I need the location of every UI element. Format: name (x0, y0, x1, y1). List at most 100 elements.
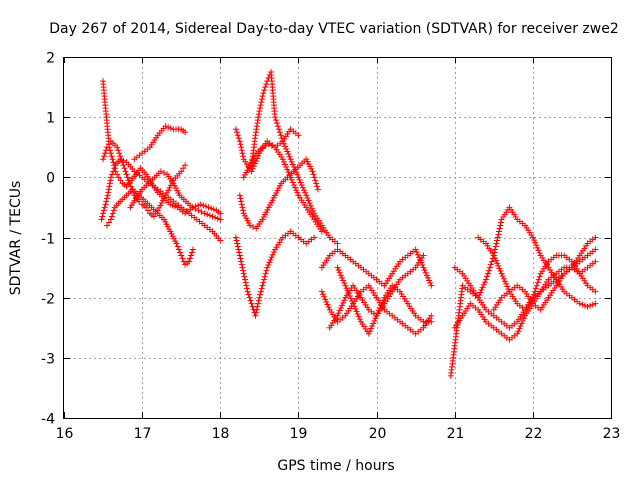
point-a2 (100, 210, 107, 217)
point-b3 (238, 147, 245, 154)
chart-title: Day 267 of 2014, Sidereal Day-to-day VTE… (49, 21, 619, 37)
point-b5 (279, 156, 286, 163)
point-b4 (246, 222, 253, 229)
point-d4 (494, 260, 501, 267)
point-c4 (374, 310, 381, 317)
point-b1 (259, 93, 266, 100)
point-c4 (343, 285, 350, 292)
point-d4 (531, 288, 538, 295)
points-layer (98, 69, 599, 379)
point-c4 (372, 315, 379, 322)
point-a3 (143, 204, 150, 211)
point-b5 (280, 158, 287, 165)
point-b2 (252, 312, 259, 319)
point-c4 (335, 267, 342, 274)
point-d1 (487, 261, 494, 268)
point-c4 (338, 274, 345, 281)
point-a4 (103, 222, 110, 229)
point-b2 (311, 234, 318, 241)
point-a3 (117, 153, 124, 160)
point-a3 (122, 168, 129, 175)
point-b1 (271, 114, 278, 121)
point-b4 (311, 174, 318, 181)
x-tick-label: 23 (603, 426, 621, 442)
point-d1 (495, 231, 502, 238)
point-a4 (180, 258, 187, 265)
point-c4 (336, 269, 343, 276)
point-a2 (102, 201, 109, 208)
point-a4 (177, 249, 184, 256)
point-a2 (98, 216, 105, 223)
point-c3 (340, 299, 347, 306)
point-b2 (238, 258, 245, 265)
point-c1 (414, 251, 421, 258)
point-a4 (107, 216, 114, 223)
point-b2 (257, 288, 264, 295)
point-a6 (195, 207, 202, 214)
point-b1 (283, 145, 290, 152)
point-d1 (587, 302, 594, 309)
point-a1 (107, 150, 114, 157)
x-tick-label: 20 (369, 426, 387, 442)
point-b2 (261, 276, 268, 283)
point-d1 (482, 276, 489, 283)
point-d1 (481, 279, 488, 286)
point-d1 (495, 228, 502, 235)
point-c4 (346, 292, 353, 299)
point-a2 (101, 204, 108, 211)
x-tick-label: 17 (134, 426, 152, 442)
point-b1 (296, 176, 303, 183)
point-d4 (592, 288, 599, 295)
point-d1 (485, 267, 492, 274)
point-a5 (182, 129, 189, 136)
point-b4 (314, 186, 321, 193)
y-tick-label: 2 (46, 51, 55, 67)
point-d1 (536, 249, 543, 256)
point-a3 (127, 183, 134, 190)
point-d1 (480, 281, 487, 288)
point-d1 (496, 225, 503, 232)
point-b1 (273, 120, 280, 127)
point-b1 (304, 194, 311, 201)
point-d1 (576, 300, 583, 307)
point-b1 (295, 174, 302, 181)
point-d4 (497, 268, 504, 275)
point-a3 (101, 153, 108, 160)
point-b1 (262, 84, 269, 91)
point-c2 (323, 298, 330, 305)
point-a2 (106, 183, 113, 190)
point-b5 (293, 187, 300, 194)
point-d3 (515, 328, 522, 335)
point-b2 (240, 267, 247, 274)
point-b2 (258, 285, 265, 292)
point-d1 (478, 286, 485, 293)
point-b2 (255, 300, 262, 307)
y-tick-label: 0 (46, 171, 55, 187)
point-a3 (182, 162, 189, 169)
point-a6 (212, 214, 219, 221)
point-b1 (289, 161, 296, 168)
point-b1 (275, 126, 282, 133)
point-c4 (341, 280, 348, 287)
point-c2 (318, 288, 325, 295)
point-b5 (292, 184, 299, 191)
point-b1 (257, 102, 264, 109)
point-c1 (422, 269, 429, 276)
point-a4 (110, 207, 117, 214)
point-d1 (581, 302, 588, 309)
point-b1 (272, 117, 279, 124)
point-a1 (217, 210, 224, 217)
point-a3 (163, 189, 170, 196)
point-b5 (284, 166, 291, 173)
point-d5 (592, 234, 599, 241)
point-a3 (120, 162, 127, 169)
plot-frame (63, 57, 612, 419)
point-b1 (294, 171, 301, 178)
point-c1 (413, 249, 420, 256)
point-b2 (253, 309, 260, 316)
point-b1 (287, 156, 294, 163)
point-b3 (233, 129, 240, 136)
point-b4 (239, 204, 246, 211)
point-b5 (287, 174, 294, 181)
point-c2 (321, 293, 328, 300)
